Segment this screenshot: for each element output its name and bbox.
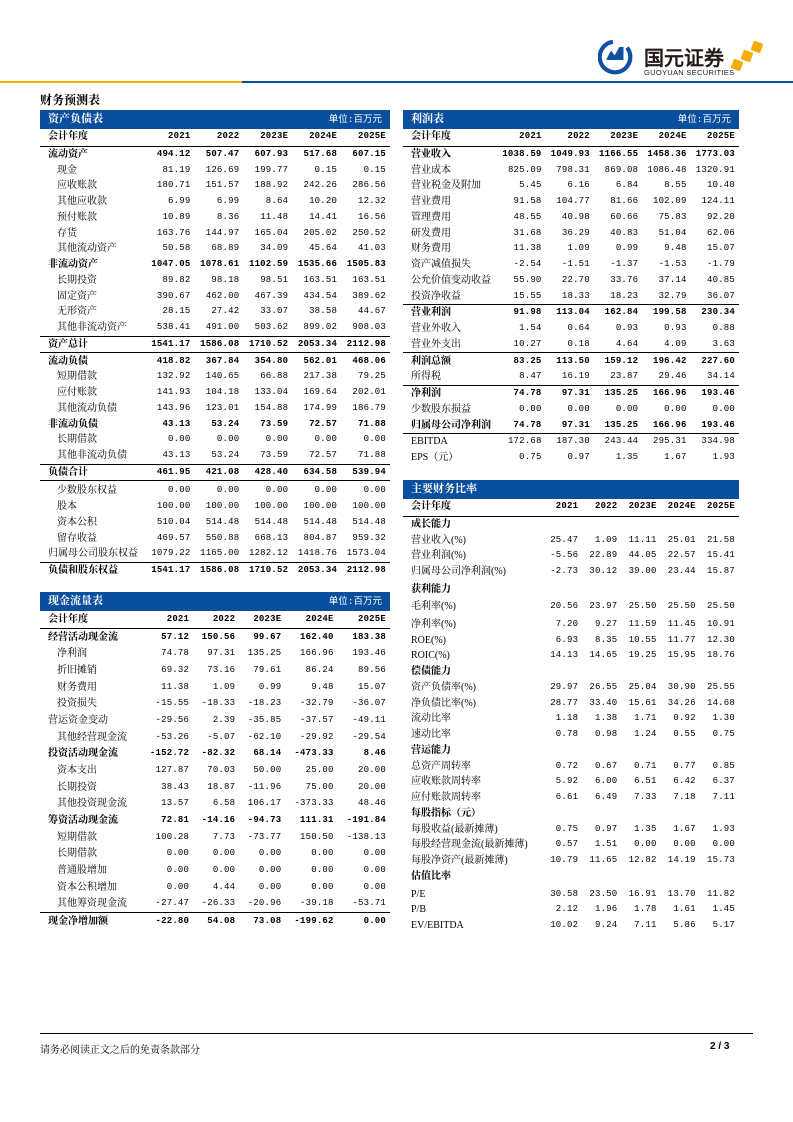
- svg-text:国元证券: 国元证券: [644, 46, 725, 70]
- svg-text:GUOYUAN SECURITIES: GUOYUAN SECURITIES: [644, 68, 734, 77]
